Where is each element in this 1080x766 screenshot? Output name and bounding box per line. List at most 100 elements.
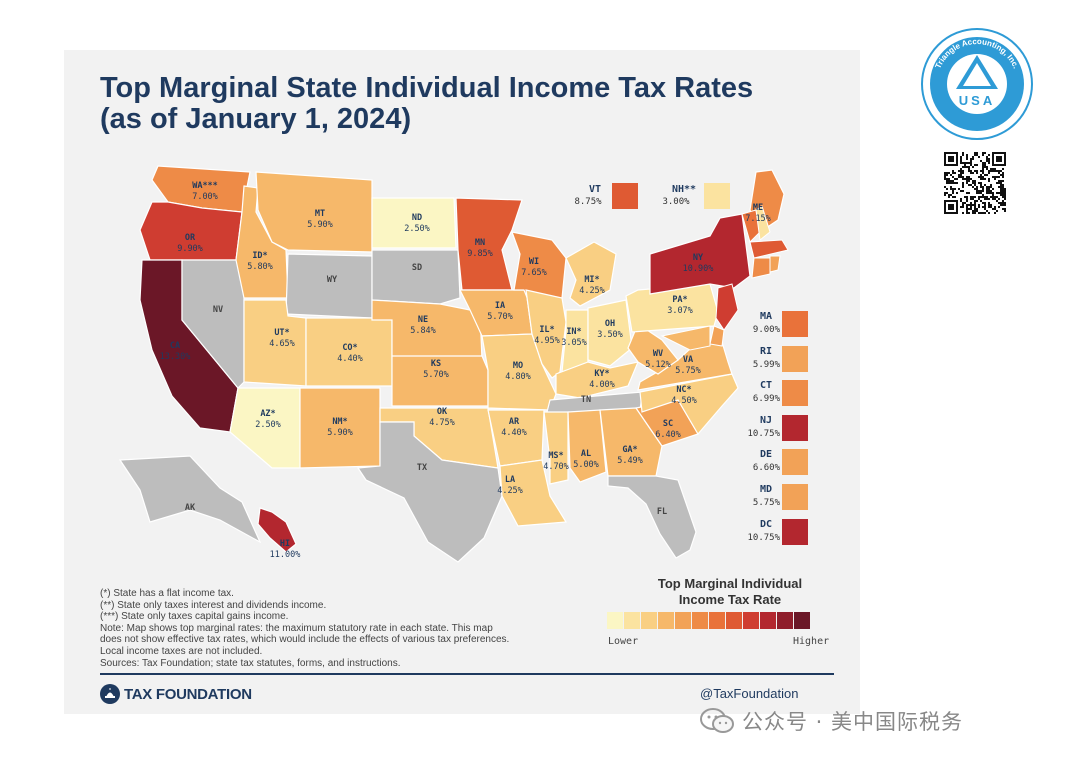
qr-module	[976, 164, 978, 166]
qr-module	[984, 206, 986, 208]
qr-module	[978, 196, 980, 198]
state-shape-mn	[455, 197, 523, 291]
state-abbr-label: MT	[315, 209, 325, 219]
state-abbr-label: HI	[280, 539, 290, 549]
qr-module	[974, 152, 976, 154]
state-rate-label: 10.90%	[683, 264, 714, 274]
qr-module	[986, 158, 988, 160]
state-rate-label: 7.15%	[745, 214, 771, 224]
state-rate-label: 4.65%	[269, 339, 295, 349]
footnote-line: (***) State only taxes capital gains inc…	[100, 611, 289, 623]
ne-swatch	[782, 484, 808, 510]
state-rate-label: 5.12%	[645, 360, 671, 370]
qr-module	[1002, 196, 1004, 198]
state-abbr-label: NY	[693, 253, 704, 263]
qr-module	[972, 180, 974, 182]
qr-module	[962, 190, 964, 192]
qr-module	[956, 192, 958, 194]
ne-item-md: MD 5.75%	[752, 484, 812, 512]
qr-module	[988, 212, 990, 214]
qr-module	[950, 174, 952, 176]
qr-module	[992, 198, 994, 200]
qr-module	[982, 178, 984, 180]
state-abbr-label: PA*	[672, 295, 687, 305]
qr-module	[966, 210, 968, 212]
qr-module	[948, 182, 950, 184]
qr-module	[996, 210, 998, 212]
qr-module	[972, 182, 974, 184]
qr-module	[982, 206, 984, 208]
state-abbr-label: KY*	[594, 369, 609, 379]
callout-vt-swatch	[612, 183, 638, 209]
qr-module	[944, 174, 946, 176]
qr-module	[980, 196, 982, 198]
qr-module	[970, 198, 972, 200]
qr-module	[976, 208, 978, 210]
state-abbr-label: OR	[185, 233, 196, 243]
qr-module	[954, 178, 956, 180]
qr-module	[1000, 174, 1002, 176]
qr-module	[994, 198, 996, 200]
qr-module	[968, 178, 970, 180]
qr-module	[984, 198, 986, 200]
qr-module	[948, 172, 950, 174]
state-abbr-label: LA	[505, 475, 515, 485]
qr-module	[972, 186, 974, 188]
qr-module	[984, 162, 986, 164]
qr-module	[982, 170, 984, 172]
qr-module	[986, 192, 988, 194]
qr-module	[962, 202, 964, 204]
qr-module	[982, 168, 984, 170]
state-shape-ny	[649, 213, 751, 295]
qr-module	[980, 190, 982, 192]
qr-module	[964, 164, 966, 166]
qr-module	[996, 176, 998, 178]
tax-foundation-logo: TAX FOUNDATION	[100, 684, 252, 704]
state-abbr-label: KS	[431, 359, 441, 369]
qr-module	[990, 184, 992, 186]
qr-module	[988, 202, 990, 204]
qr-module	[982, 166, 984, 168]
qr-module	[986, 168, 988, 170]
triangle-accounting-seal: USA Triangle Accounting, Inc.	[921, 28, 1033, 140]
state-abbr-label: GA*	[622, 445, 637, 455]
qr-module	[974, 210, 976, 212]
qr-module	[962, 170, 964, 172]
qr-module	[1000, 170, 1002, 172]
qr-module	[974, 170, 976, 172]
legend-title-line-2: Income Tax Rate	[678, 592, 782, 607]
qr-module	[984, 178, 986, 180]
qr-module	[986, 190, 988, 192]
state-abbr-label: IA	[495, 301, 505, 311]
qr-module	[1000, 184, 1002, 186]
state-rate-label: 7.65%	[521, 268, 547, 278]
qr-module	[946, 172, 948, 174]
qr-module	[990, 190, 992, 192]
qr-module	[946, 192, 948, 194]
qr-module	[982, 194, 984, 196]
state-rate-label: 4.70%	[543, 462, 569, 472]
state-rate-label: 5.80%	[247, 262, 273, 272]
qr-module	[998, 202, 1000, 204]
state-rate-label: 9.85%	[467, 249, 493, 259]
qr-module	[960, 158, 962, 160]
state-shape-la	[499, 459, 568, 527]
social-handle: @TaxFoundation	[700, 686, 799, 701]
legend-swatch	[709, 612, 725, 629]
qr-module	[982, 186, 984, 188]
qr-module	[952, 176, 954, 178]
qr-module	[1002, 200, 1004, 202]
state-abbr-label: SC	[663, 419, 673, 429]
qr-module	[982, 154, 984, 156]
qr-module	[974, 180, 976, 182]
qr-module	[944, 192, 946, 194]
qr-module	[946, 182, 948, 184]
qr-module	[1004, 192, 1006, 194]
qr-module	[962, 166, 964, 168]
qr-module	[966, 208, 968, 210]
qr-module	[966, 154, 968, 156]
qr-module	[978, 156, 980, 158]
qr-module	[988, 180, 990, 182]
qr-module	[982, 212, 984, 214]
state-rate-label: 5.00%	[573, 460, 599, 470]
